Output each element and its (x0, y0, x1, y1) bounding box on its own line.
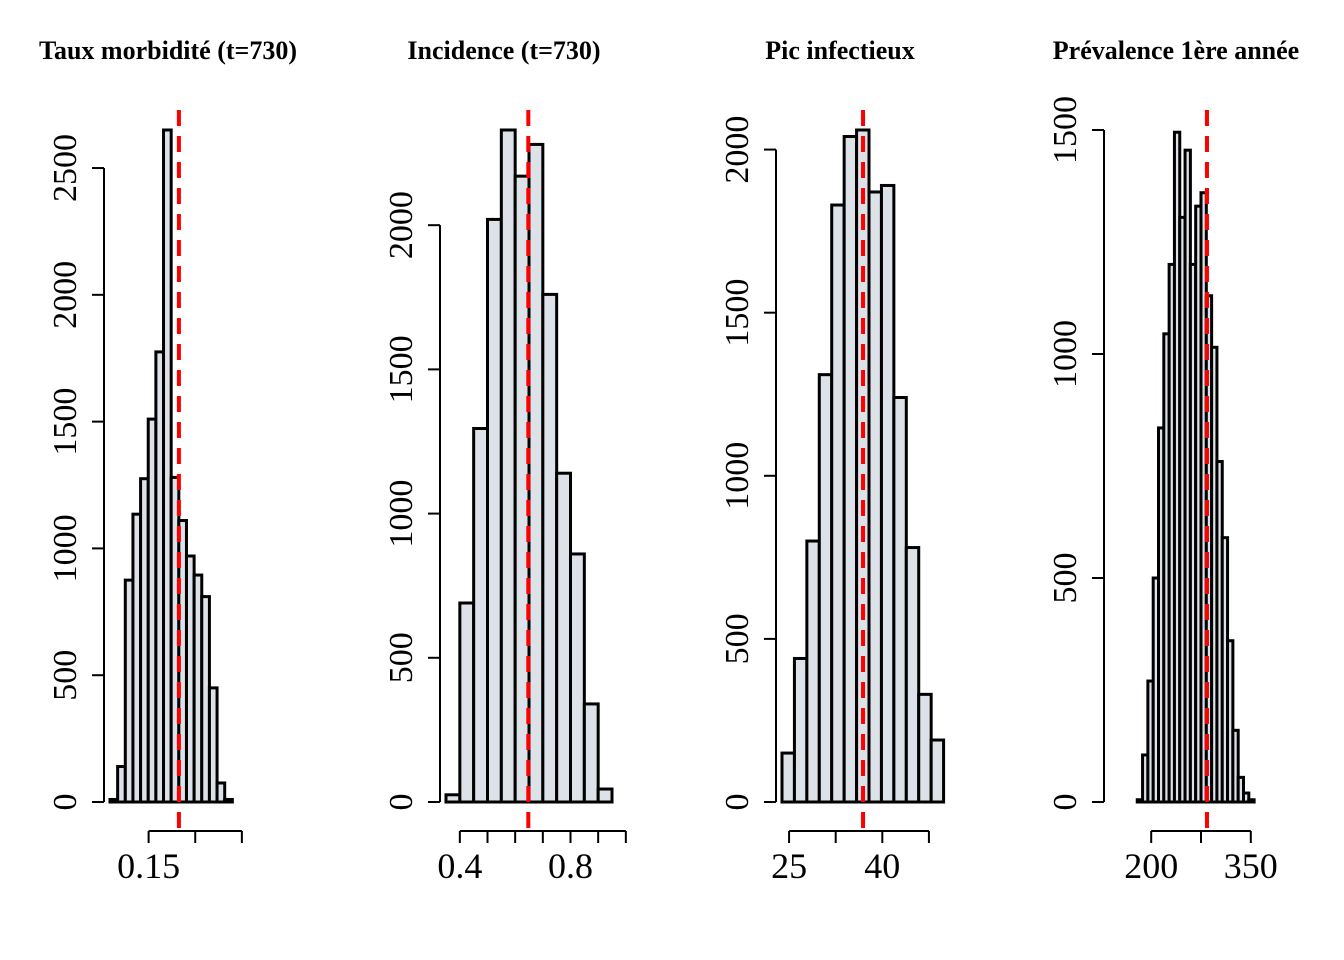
histogram-bar (215, 781, 227, 804)
histogram-bar (879, 183, 896, 804)
histogram-bar (527, 142, 545, 804)
histogram-bar (458, 601, 476, 804)
histogram-bar (486, 217, 503, 804)
histogram-bar (867, 190, 883, 804)
y-tick-label: 500 (383, 632, 420, 683)
histogram-bar (917, 692, 933, 804)
histogram-bar (541, 292, 559, 804)
histogram-panel-pic-infectieux: Pic infectieux 0 500 1000 1500 2000 25 40 (672, 0, 1008, 960)
histogram-bar (555, 471, 573, 804)
y-tick-label: 500 (1047, 553, 1084, 604)
histogram-bar (569, 552, 586, 804)
histogram-bar (1231, 728, 1240, 804)
histogram-panel-taux-morbidite: Taux morbidité (t=730) 0 500 1000 1500 2000 2… (0, 0, 336, 960)
x-tick-label: 350 (1224, 846, 1278, 886)
histogram-plot: 0 500 1000 1500 2000 0.4 0.8 (383, 110, 627, 886)
histogram-bar (162, 128, 173, 804)
y-tick-label: 1000 (383, 480, 420, 548)
histogram-bar (1226, 639, 1235, 804)
chart-title: Taux morbidité (t=730) (39, 36, 297, 65)
y-tick-label: 2000 (47, 261, 84, 329)
histogram-plot: 0 500 1000 1500 200 350 (1047, 96, 1278, 886)
y-tick-label: 500 (719, 613, 756, 664)
chart-title: Prévalence 1ère année (1052, 36, 1300, 65)
y-tick-label: 0 (383, 794, 420, 811)
histogram-bar (472, 427, 490, 804)
y-tick-label: 0 (47, 794, 84, 811)
histogram-bar (1236, 775, 1245, 804)
histogram-bar (780, 751, 796, 804)
x-tick-label: 40 (864, 846, 900, 886)
histogram-bar (817, 373, 834, 804)
y-tick-label: 1000 (1047, 320, 1084, 388)
histogram-plot: 0 500 1000 1500 2000 2500 0.15 (47, 110, 243, 886)
chart-title: Incidence (t=730) (407, 36, 601, 65)
histogram-bar (1247, 798, 1256, 804)
histogram-plot: 0 500 1000 1500 2000 25 40 (719, 110, 946, 886)
histogram-bar (596, 787, 614, 804)
y-tick-label: 1500 (47, 388, 84, 456)
y-tick-label: 0 (719, 794, 756, 811)
y-tick-label: 2500 (47, 134, 84, 202)
histogram-bar (892, 395, 908, 804)
y-tick-label: 2000 (383, 191, 420, 259)
histogram-panel-incidence: Incidence (t=730) 0 500 1000 1500 2000 0.4 0.8 (336, 0, 672, 960)
histogram-bar (207, 686, 219, 804)
y-tick-label: 1000 (719, 442, 756, 510)
x-tick-label: 0.4 (437, 846, 482, 886)
y-tick-label: 2000 (719, 116, 756, 184)
x-tick-label: 25 (771, 846, 807, 886)
histogram-bar (444, 793, 462, 804)
chart-title: Pic infectieux (765, 36, 915, 65)
histogram-bar (582, 702, 600, 804)
y-tick-label: 500 (47, 650, 84, 701)
histogram-bar (223, 797, 234, 804)
histogram-bar (830, 203, 846, 804)
x-tick-label: 0.15 (117, 846, 180, 886)
histogram-bar (855, 128, 871, 804)
histogram-bar (904, 546, 921, 804)
histogram-bar (842, 135, 859, 804)
histogram-bar (499, 128, 517, 804)
histogram-bar (792, 656, 809, 804)
histogram-bar (929, 738, 946, 804)
x-tick-label: 200 (1124, 846, 1178, 886)
y-tick-label: 1500 (719, 279, 756, 347)
x-tick-label: 0.8 (548, 846, 593, 886)
histogram-bar (805, 539, 821, 804)
y-tick-label: 1500 (383, 335, 420, 403)
y-tick-label: 1500 (1047, 96, 1084, 164)
y-tick-label: 1000 (47, 514, 84, 582)
histogram-panel-prevalence: Prévalence 1ère année 0 500 1000 1500 200 350 (1008, 0, 1344, 960)
histogram-bar (1241, 791, 1251, 804)
y-tick-label: 0 (1047, 794, 1084, 811)
